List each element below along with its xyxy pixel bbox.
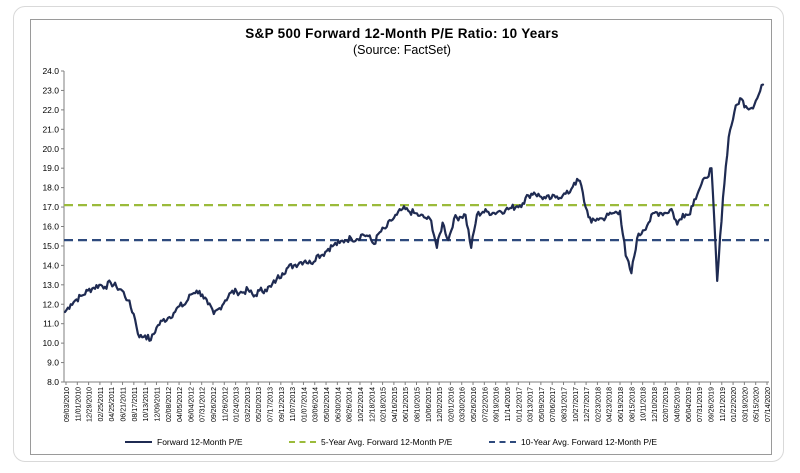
x-tick-label: 02/07/2019 <box>663 387 670 422</box>
x-tick-label: 01/24/2013 <box>234 387 241 422</box>
x-tick-label: 08/17/2011 <box>132 387 139 422</box>
x-tick-label: 06/21/2011 <box>121 387 128 422</box>
x-tick-label: 07/14/2020 <box>765 387 772 422</box>
chart-subtitle: (Source: FactSet) <box>353 43 451 57</box>
x-tick-label: 01/07/2014 <box>301 387 308 422</box>
x-tick-label: 04/23/2018 <box>607 387 614 422</box>
x-tick-label: 06/19/2018 <box>618 387 625 422</box>
x-tick-label: 08/26/2014 <box>347 387 354 422</box>
x-tick-label: 12/09/2011 <box>154 387 161 422</box>
x-tick-label: 10/06/2015 <box>426 387 433 422</box>
x-tick-label: 02/23/2018 <box>595 387 602 422</box>
x-tick-label: 12/29/2010 <box>87 387 94 422</box>
legend-swatch-10y-avg <box>489 441 516 443</box>
x-tick-label: 09/26/2012 <box>211 387 218 422</box>
legend-label-5y-avg: 5-Year Avg. Forward 12-Month P/E <box>321 437 453 447</box>
y-tick-label: 10.0 <box>42 338 59 348</box>
legend-label-10y-avg: 10-Year Avg. Forward 12-Month P/E <box>521 437 658 447</box>
x-tick-label: 07/22/2016 <box>482 387 489 422</box>
y-tick-label: 15.0 <box>42 241 59 251</box>
x-tick-label: 09/03/2010 <box>64 387 71 422</box>
x-tick-label: 05/15/2020 <box>754 387 761 422</box>
x-tick-label: 04/05/2012 <box>177 387 184 422</box>
x-tick-label: 07/31/2019 <box>697 387 704 422</box>
y-tick-label: 13.0 <box>42 280 59 290</box>
x-tick-label: 02/08/2012 <box>166 387 173 422</box>
x-tick-label: 10/13/2011 <box>143 387 150 422</box>
x-tick-label: 03/13/2017 <box>528 387 535 422</box>
x-tick-label: 07/06/2017 <box>550 387 557 422</box>
x-tick-label: 06/12/2015 <box>403 387 410 422</box>
y-tick-label: 11.0 <box>43 319 59 329</box>
y-tick-label: 21.0 <box>42 124 59 134</box>
y-tick-label: 16.0 <box>42 222 59 232</box>
y-tick-label: 23.0 <box>42 85 59 95</box>
chart-title: S&P 500 Forward 12-Month P/E Ratio: 10 Y… <box>245 26 559 41</box>
x-tick-label: 06/04/2019 <box>686 387 693 422</box>
x-tick-label: 05/09/2017 <box>539 387 546 422</box>
x-tick-label: 02/18/2015 <box>381 387 388 422</box>
x-tick-label: 06/30/2014 <box>335 387 342 422</box>
chart-plot: 24.0 23.0 22.0 21.0 20.0 19.0 18.0 17.0 16.0 15.0… <box>42 66 772 422</box>
y-tick-label: 24.0 <box>42 66 59 76</box>
x-tick-label: 09/19/2016 <box>494 387 501 422</box>
x-tick-label: 01/12/2017 <box>516 387 523 422</box>
x-tick-label: 03/30/2016 <box>460 387 467 422</box>
x-tick-label: 07/17/2013 <box>268 387 275 422</box>
x-tick-label: 11/01/2010 <box>75 387 82 422</box>
x-tick-label: 08/10/2015 <box>415 387 422 422</box>
legend-swatch-forward-pe <box>125 441 152 443</box>
x-tick-label: 03/06/2014 <box>313 387 320 422</box>
x-tick-label: 10/11/2018 <box>641 387 648 422</box>
x-tick-label: 04/05/2019 <box>675 387 682 422</box>
y-tick-label: 22.0 <box>42 105 59 115</box>
chart-legend: Forward 12-Month P/E 5-Year Avg. Forward… <box>31 437 773 451</box>
x-tick-label: 06/04/2012 <box>188 387 195 422</box>
x-tick-label: 03/19/2020 <box>742 387 749 422</box>
x-tick-label: 10/27/2017 <box>573 387 580 422</box>
y-tick-label: 17.0 <box>42 202 59 212</box>
x-tick-label: 11/21/2019 <box>720 387 727 422</box>
y-tick-label: 20.0 <box>42 144 59 154</box>
y-tick-label: 9.0 <box>47 358 59 368</box>
x-tick-label: 11/26/2012 <box>222 387 229 422</box>
chart-container: S&P 500 Forward 12-Month P/E Ratio: 10 Y… <box>30 19 772 455</box>
legend-item-5y-avg: 5-Year Avg. Forward 12-Month P/E <box>289 437 452 447</box>
x-tick-label: 01/22/2020 <box>731 387 738 422</box>
x-tick-label: 10/22/2014 <box>358 387 365 422</box>
x-tick-label: 04/25/2011 <box>109 387 116 422</box>
x-tick-label: 11/14/2016 <box>505 387 512 422</box>
y-tick-label: 12.0 <box>42 299 59 309</box>
x-tick-label: 05/02/2014 <box>324 387 331 422</box>
x-tick-label: 05/26/2016 <box>471 387 478 422</box>
y-tick-label: 18.0 <box>42 183 59 193</box>
x-tick-label: 12/10/2018 <box>652 387 659 422</box>
x-tick-label: 05/20/2013 <box>256 387 263 422</box>
y-tick-label: 14.0 <box>42 260 59 270</box>
x-tick-label: 11/07/2013 <box>290 387 297 422</box>
x-tick-label: 12/27/2017 <box>584 387 591 422</box>
legend-item-forward-pe: Forward 12-Month P/E <box>125 437 243 447</box>
x-tick-label: 08/15/2018 <box>629 387 636 422</box>
x-tick-label: 04/16/2015 <box>392 387 399 422</box>
x-tick-label: 12/18/2014 <box>369 387 376 422</box>
x-tick-label: 12/02/2015 <box>437 387 444 422</box>
x-tick-label: 09/26/2019 <box>708 387 715 422</box>
y-tick-label: 8.0 <box>47 377 59 387</box>
legend-item-10y-avg: 10-Year Avg. Forward 12-Month P/E <box>489 437 657 447</box>
x-tick-label: 02/01/2016 <box>448 387 455 422</box>
series-forward-pe-line <box>63 83 765 342</box>
legend-label-forward-pe: Forward 12-Month P/E <box>157 437 243 447</box>
x-tick-label: 08/31/2017 <box>561 387 568 422</box>
x-tick-label: 02/25/2011 <box>98 387 105 422</box>
x-tick-label: 09/12/2013 <box>279 387 286 422</box>
legend-swatch-5y-avg <box>289 441 316 443</box>
x-tick-label: 07/31/2012 <box>200 387 207 422</box>
x-tick-label: 03/22/2013 <box>245 387 252 422</box>
y-tick-label: 19.0 <box>42 163 59 173</box>
